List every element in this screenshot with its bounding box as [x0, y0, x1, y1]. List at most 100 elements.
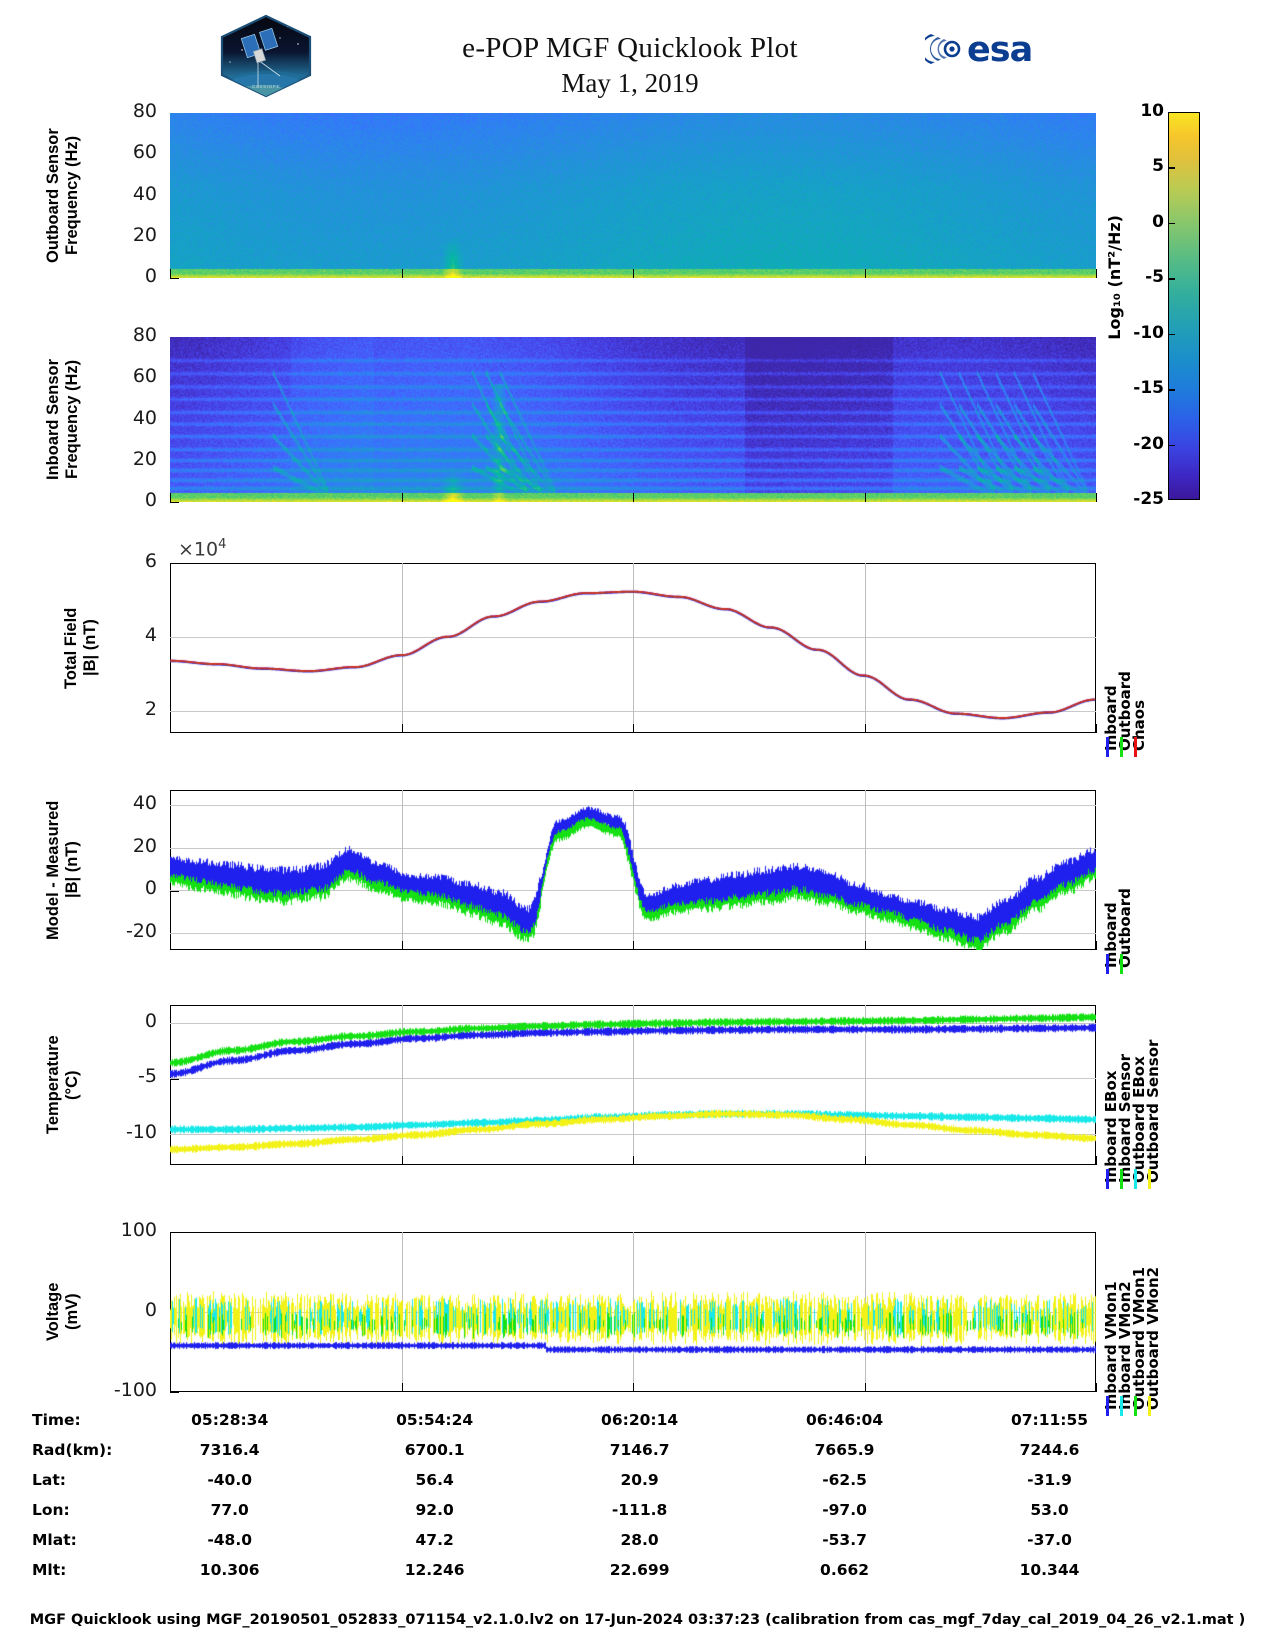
legend-swatch [1148, 1169, 1151, 1189]
table-cell: 10.306 [199, 1561, 260, 1579]
panel-model-minus-measured: Model - Measured |B| (nT) -20 0 20 40 Inboard O… [0, 790, 1275, 974]
y-axis-label: Inboard Sensor Frequency (Hz) [44, 358, 81, 481]
table-row-label: Rad(km): [32, 1441, 113, 1459]
table-row-label: Mlt: [32, 1561, 67, 1579]
title-subtitle: May 1, 2019 [561, 68, 699, 98]
y-axis-exponent: ×104 [178, 537, 226, 560]
y-tick-label: 80 [132, 324, 157, 346]
colorbar-tick-mark [1168, 278, 1175, 280]
exponent-base: ×10 [178, 538, 219, 561]
x-tick-mark [633, 1156, 635, 1165]
y-tick-label: 80 [132, 100, 157, 122]
table-cell: 92.0 [415, 1501, 454, 1519]
cassiope-mission-patch-icon: CASSIOPE [220, 14, 312, 98]
x-tick-mark [1096, 941, 1098, 950]
colorbar: 10 5 0 -5 -10 -15 -20 -25 [1133, 101, 1200, 509]
colorbar-tick-label: 10 [1140, 101, 1164, 121]
colorbar-tick-mark [1168, 222, 1175, 225]
y-tick-label: 0 [144, 1299, 157, 1321]
title-main: e-POP MGF Quicklook Plot [462, 32, 798, 64]
exponent-power: 4 [218, 537, 227, 552]
y-tick-mark [170, 278, 179, 280]
table-row: Lat: -40.0 56.4 20.9 -62.5 -31.9 [32, 1465, 1152, 1495]
legend-swatch [1134, 737, 1137, 757]
esa-logo-icon: esa [925, 30, 1043, 72]
legend-temperature: Inboard EBox Inboard Sensor Outboard EBox O… [1102, 1005, 1212, 1205]
x-tick-mark [1096, 1383, 1098, 1392]
plot-canvas-total-field [170, 563, 1096, 733]
y-tick-label: 60 [132, 365, 157, 388]
y-tick-label: -10 [125, 1120, 157, 1143]
y-tick-label: 100 [120, 1219, 157, 1241]
x-tick-mark [633, 1383, 635, 1392]
y-tick-label: 4 [144, 623, 157, 646]
svg-text:CASSIOPE: CASSIOPE [252, 84, 280, 89]
y-tick-mark [170, 502, 179, 504]
y-tick-label: -20 [125, 919, 157, 942]
table-cell: -48.0 [207, 1531, 253, 1549]
x-tick-mark [633, 269, 635, 278]
table-cell: -97.0 [822, 1501, 867, 1519]
y-tick-label: 2 [144, 697, 157, 720]
table-row-label: Mlat: [32, 1531, 77, 1549]
legend-swatch [1120, 1396, 1123, 1416]
legend-swatch [1106, 1169, 1109, 1189]
table-cell: 7316.4 [199, 1441, 260, 1459]
colorbar-tick-label: -15 [1133, 378, 1164, 399]
table-row-label: Time: [32, 1411, 81, 1429]
page-header: CASSIOPE e-POP MGF Quicklook Plot May 1,… [0, 0, 1275, 105]
table-cell: -31.9 [1027, 1471, 1072, 1489]
legend-model-minus-measured: Inboard Outboard [1102, 790, 1212, 990]
panel-total-field: Total Field |B| (nT) 2 4 6 ×104 Inboard Outboar… [0, 537, 1275, 757]
x-tick-mark [1096, 1156, 1098, 1165]
legend-swatch [1120, 737, 1123, 757]
legend-swatch [1120, 1169, 1123, 1189]
table-row: Rad(km): 7316.4 6700.1 7146.7 7665.9 7244.6 [32, 1435, 1152, 1465]
legend-total-field: Inboard Outboard Chaos [1102, 563, 1212, 773]
y-tick-label: -5 [138, 1065, 157, 1088]
table-row: Mlt: 10.306 12.246 22.699 0.662 10.344 [32, 1555, 1152, 1585]
legend-swatch [1106, 954, 1109, 974]
panel-voltage: Voltage (mV) 100 0 -100 Inboard VMon1 Inboard … [0, 1219, 1275, 1416]
y-axis-label: Temperature (°C) [44, 1035, 81, 1135]
legend-swatch [1148, 1396, 1151, 1416]
x-tick-mark [170, 269, 172, 278]
plot-canvas-model-minus-measured [170, 790, 1096, 950]
y-tick-label: 60 [132, 141, 157, 164]
legend-swatch [1106, 1396, 1109, 1416]
footer-text: MGF Quicklook using MGF_20190501_052833_… [29, 1612, 1246, 1628]
colorbar-tick-label: -25 [1133, 489, 1164, 509]
colorbar-tick-mark [1168, 444, 1175, 447]
plot-canvas-temperature [170, 1005, 1096, 1165]
y-axis-label: Voltage (mV) [44, 1282, 81, 1342]
y-tick-label: 6 [144, 550, 157, 572]
x-tick-mark [864, 1383, 866, 1392]
y-tick-label: 20 [132, 447, 157, 470]
table-cell: 47.2 [415, 1531, 454, 1549]
table-cell: 05:28:34 [191, 1411, 269, 1429]
table-cell: -111.8 [611, 1501, 668, 1519]
y-axis-label: Model - Measured |B| (nT) [44, 800, 81, 940]
table-cell: 7665.9 [814, 1441, 875, 1459]
table-cell: 53.0 [1030, 1501, 1069, 1519]
table-cell: -37.0 [1027, 1531, 1072, 1549]
table-cell: 07:11:55 [1010, 1411, 1089, 1429]
colorbar-tick-mark [1168, 389, 1175, 391]
footer-caption: MGF Quicklook using MGF_20190501_052833_… [0, 1612, 1275, 1628]
colorbar-tick-label: -5 [1145, 267, 1164, 288]
x-tick-mark [633, 724, 635, 733]
x-tick-mark [401, 724, 403, 733]
panel-outboard-spectrogram: Outboard Sensor Frequency (Hz) 0 20 40 60 80 [0, 100, 1275, 287]
y-tick-label: 0 [144, 877, 157, 900]
table-cell: 10.344 [1019, 1561, 1080, 1579]
legend-swatch [1134, 1396, 1137, 1416]
x-tick-mark [633, 941, 635, 950]
y-tick-label: 40 [132, 406, 157, 429]
table-row-label: Lat: [32, 1471, 66, 1489]
legend-swatch [1106, 737, 1109, 757]
legend-label: Chaos [1130, 699, 1148, 751]
x-tick-mark [1096, 269, 1098, 278]
legend-swatch [1134, 1169, 1137, 1189]
table-cell: 28.0 [620, 1531, 659, 1549]
y-tick-mark [170, 1392, 179, 1394]
